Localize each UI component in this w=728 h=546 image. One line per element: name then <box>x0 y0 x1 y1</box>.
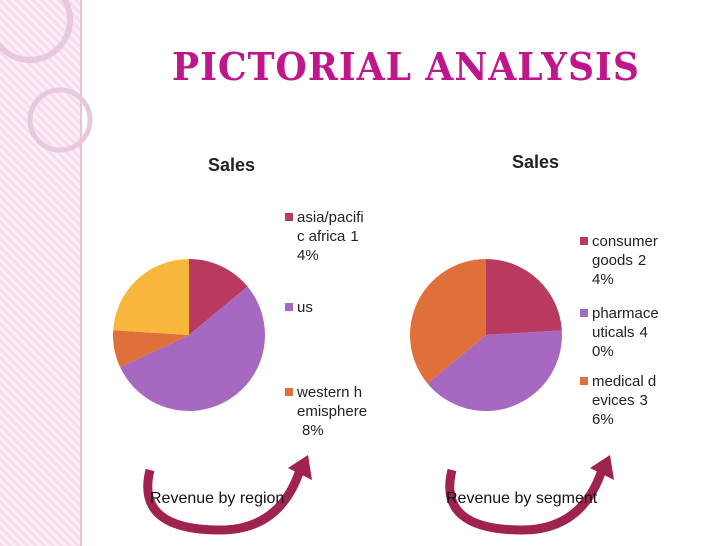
chart-title: Sales <box>512 152 560 172</box>
legend-item: consumer goods 24% <box>580 232 664 289</box>
legend-value: 36% <box>592 392 648 428</box>
legend-value: 24% <box>592 252 647 288</box>
decor-arrow-head <box>288 455 312 480</box>
legend-item: us <box>285 298 369 317</box>
pie-slice <box>120 286 266 412</box>
legend-label: us <box>297 299 313 316</box>
decor-arrow-head <box>590 455 614 480</box>
legend-swatch <box>580 377 588 385</box>
legend-value: 40% <box>592 324 648 360</box>
legend-item: asia/pacific africa 14% <box>285 208 369 265</box>
legend-swatch <box>285 303 293 311</box>
decor-circle <box>0 0 73 63</box>
chart-title: Sales <box>208 155 256 175</box>
legend-item: pharmaceuticals 40% <box>580 304 664 361</box>
legend-swatch <box>285 388 293 396</box>
pie-slice <box>189 259 248 335</box>
legend-label: medical devices <box>592 373 657 409</box>
chart-caption: Revenue by region <box>150 490 285 507</box>
legend-label: asia/pacific africa <box>297 209 364 245</box>
legend-value: 14% <box>297 228 359 264</box>
legend-swatch <box>285 213 293 221</box>
pie-slice <box>113 259 189 335</box>
legend-item: western hemisphere 8% <box>285 383 369 440</box>
decor-arrow <box>143 468 305 535</box>
decor-circle <box>27 87 93 153</box>
legend-item: medical devices 36% <box>580 372 664 429</box>
pie-slice <box>486 259 562 335</box>
legend-label: pharmaceuticals <box>592 305 659 341</box>
pie-slice <box>427 330 562 412</box>
slide-title: PICTORIAL ANALYSIS <box>172 44 640 89</box>
legend-value: 8% <box>302 422 324 439</box>
legend-label: western hemisphere <box>297 384 368 420</box>
pie-slice <box>113 330 189 368</box>
legend-swatch <box>580 237 588 245</box>
legend-label: consumer goods <box>592 233 658 269</box>
legend-swatch <box>580 309 588 317</box>
decor-arrow <box>445 468 607 535</box>
chart-caption: Revenue by segment <box>446 490 598 507</box>
pie-slice <box>410 259 486 384</box>
